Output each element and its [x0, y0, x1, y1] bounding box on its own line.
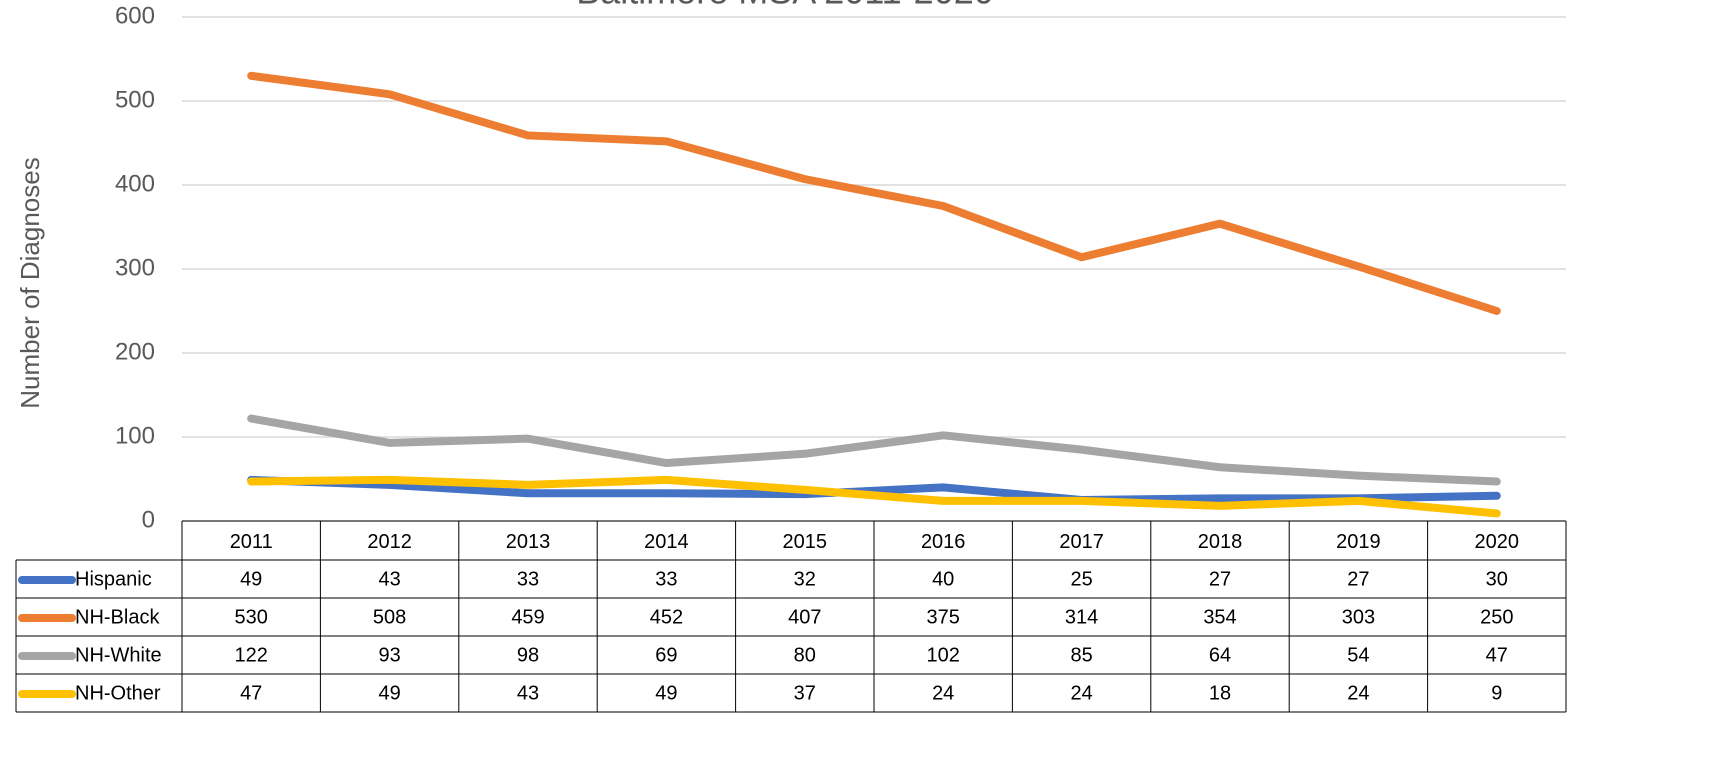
y-tick-label: 100: [115, 422, 155, 449]
line-series: [247, 475, 1501, 504]
table-value: 18: [1209, 682, 1231, 704]
table-value: 9: [1491, 682, 1502, 704]
x-tick-label: 2017: [1059, 531, 1104, 553]
x-tick-label: 2016: [921, 531, 966, 553]
table-value: 47: [1486, 644, 1508, 666]
x-tick-label: 2015: [783, 531, 828, 553]
table-value: 47: [240, 682, 262, 704]
x-tick-label: 2019: [1336, 531, 1381, 553]
y-tick-label: 400: [115, 170, 155, 197]
table-value: 80: [794, 644, 816, 666]
table-value: 407: [788, 606, 821, 628]
table-value: 314: [1065, 606, 1098, 628]
table-value: 69: [655, 644, 677, 666]
legend-label: NH-Other: [75, 682, 161, 704]
table-value: 30: [1486, 568, 1508, 590]
y-tick-label: 0: [142, 506, 155, 533]
x-tick-label: 2014: [644, 531, 689, 553]
table-value: 24: [932, 682, 954, 704]
table-value: 530: [235, 606, 268, 628]
table-value: 303: [1342, 606, 1375, 628]
legend-label: NH-White: [75, 644, 162, 666]
x-tick-label: 2013: [506, 531, 551, 553]
table-value: 459: [511, 606, 544, 628]
x-tick-label: 2012: [367, 531, 412, 553]
table-value: 43: [378, 568, 400, 590]
table-value: 33: [517, 568, 539, 590]
table-value: 250: [1480, 606, 1513, 628]
chart-title: Baltimore MSA 2011-2020: [576, 0, 994, 12]
table-value: 122: [235, 644, 268, 666]
table-value: 102: [927, 644, 960, 666]
table-value: 25: [1070, 568, 1092, 590]
x-tick-label: 2018: [1198, 531, 1243, 553]
table-value: 37: [794, 682, 816, 704]
table-value: 54: [1347, 644, 1369, 666]
y-tick-label: 600: [115, 2, 155, 29]
x-tick-label: 2011: [230, 531, 273, 553]
y-tick-label: 500: [115, 86, 155, 113]
table-value: 24: [1347, 682, 1369, 704]
line-series: [247, 71, 1501, 315]
table-value: 24: [1070, 682, 1092, 704]
table-value: 98: [517, 644, 539, 666]
table-value: 93: [378, 644, 400, 666]
table-value: 452: [650, 606, 683, 628]
y-tick-label: 200: [115, 338, 155, 365]
legend-label: Hispanic: [75, 568, 152, 590]
table-value: 27: [1209, 568, 1231, 590]
y-axis-label: Number of Diagnoses: [15, 157, 45, 408]
table-value: 354: [1203, 606, 1236, 628]
line-series: [247, 414, 1501, 486]
table-value: 49: [378, 682, 400, 704]
table-value: 49: [655, 682, 677, 704]
table-value: 40: [932, 568, 954, 590]
x-tick-label: 2020: [1475, 531, 1520, 553]
table-value: 375: [927, 606, 960, 628]
table-value: 508: [373, 606, 406, 628]
legend-label: NH-Black: [75, 606, 160, 628]
table-value: 43: [517, 682, 539, 704]
table-value: 85: [1070, 644, 1092, 666]
table-value: 27: [1347, 568, 1369, 590]
table-value: 49: [240, 568, 262, 590]
line-series: [247, 475, 1501, 518]
table-value: 33: [655, 568, 677, 590]
table-value: 32: [794, 568, 816, 590]
y-tick-label: 300: [115, 254, 155, 281]
table-value: 64: [1209, 644, 1231, 666]
